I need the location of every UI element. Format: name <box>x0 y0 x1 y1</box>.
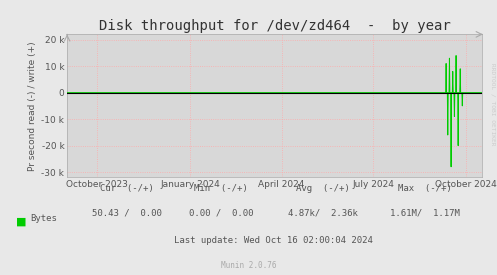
Text: Bytes: Bytes <box>30 214 57 223</box>
Y-axis label: Pr second read (-) / write (+): Pr second read (-) / write (+) <box>28 41 37 171</box>
Text: 0.00 /  0.00: 0.00 / 0.00 <box>189 209 253 218</box>
Text: 4.87k/  2.36k: 4.87k/ 2.36k <box>288 209 358 218</box>
Text: 1.61M/  1.17M: 1.61M/ 1.17M <box>390 209 460 218</box>
Title: Disk throughput for /dev/zd464  -  by year: Disk throughput for /dev/zd464 - by year <box>99 19 450 33</box>
Text: 50.43 /  0.00: 50.43 / 0.00 <box>92 209 162 218</box>
Text: Max  (-/+): Max (-/+) <box>398 184 452 193</box>
Text: Cur  (-/+): Cur (-/+) <box>100 184 154 193</box>
Text: Min  (-/+): Min (-/+) <box>194 184 248 193</box>
Text: Munin 2.0.76: Munin 2.0.76 <box>221 261 276 270</box>
Text: Last update: Wed Oct 16 02:00:04 2024: Last update: Wed Oct 16 02:00:04 2024 <box>174 236 373 245</box>
Text: RRDTOOL / TOBI OETIKER: RRDTOOL / TOBI OETIKER <box>491 63 496 146</box>
Text: ■: ■ <box>16 216 26 226</box>
Text: Avg  (-/+): Avg (-/+) <box>296 184 350 193</box>
